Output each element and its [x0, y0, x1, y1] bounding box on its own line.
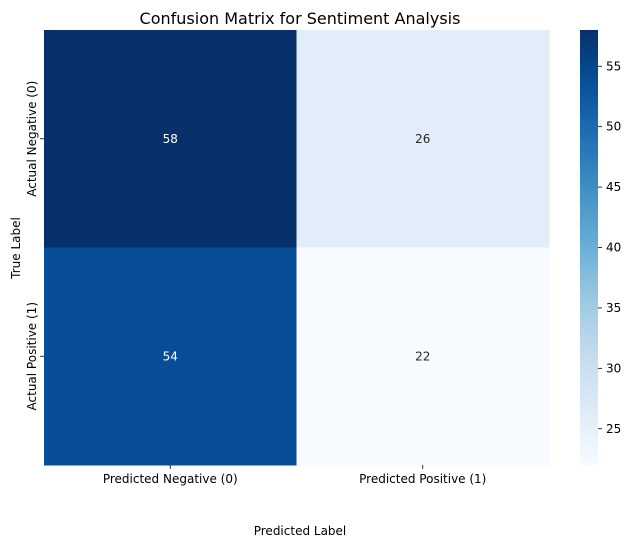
colorbar-tick-label: 50 — [606, 120, 621, 134]
heatmap-cells: 58 26 54 22 — [44, 30, 550, 466]
y-axis-ticks: Actual Negative (0) Actual Positive (1) — [25, 81, 44, 410]
x-tick-label: Predicted Positive (1) — [359, 472, 486, 486]
heatmap-cell — [44, 30, 297, 248]
x-tick-label: Predicted Negative (0) — [103, 472, 238, 486]
heatmap-cell — [296, 247, 550, 466]
heatmap-cell — [44, 247, 297, 466]
x-axis-ticks: Predicted Negative (0) Predicted Positive… — [103, 465, 486, 486]
colorbar-tick-label: 25 — [606, 422, 621, 436]
y-axis-label: True Label — [9, 217, 23, 280]
colorbar-tick-label: 35 — [606, 301, 621, 315]
cell-value-label: 54 — [163, 349, 178, 363]
colorbar-tick-label: 55 — [606, 59, 621, 73]
x-axis-label: Predicted Label — [254, 524, 347, 538]
cell-value-label: 26 — [415, 132, 430, 146]
colorbar-ticks: 25 30 35 40 45 50 55 — [598, 59, 621, 436]
cell-value-label: 58 — [163, 132, 178, 146]
colorbar: 25 30 35 40 45 50 55 — [580, 30, 621, 465]
colorbar-gradient — [580, 30, 598, 465]
colorbar-tick-label: 40 — [606, 241, 621, 255]
heatmap-cell — [296, 30, 550, 248]
colorbar-tick-label: 30 — [606, 361, 621, 375]
colorbar-tick-label: 45 — [606, 180, 621, 194]
y-tick-label: Actual Negative (0) — [25, 81, 39, 197]
cell-value-label: 22 — [415, 349, 430, 363]
y-tick-label: Actual Positive (1) — [25, 302, 39, 410]
chart-title: Confusion Matrix for Sentiment Analysis — [140, 9, 461, 28]
